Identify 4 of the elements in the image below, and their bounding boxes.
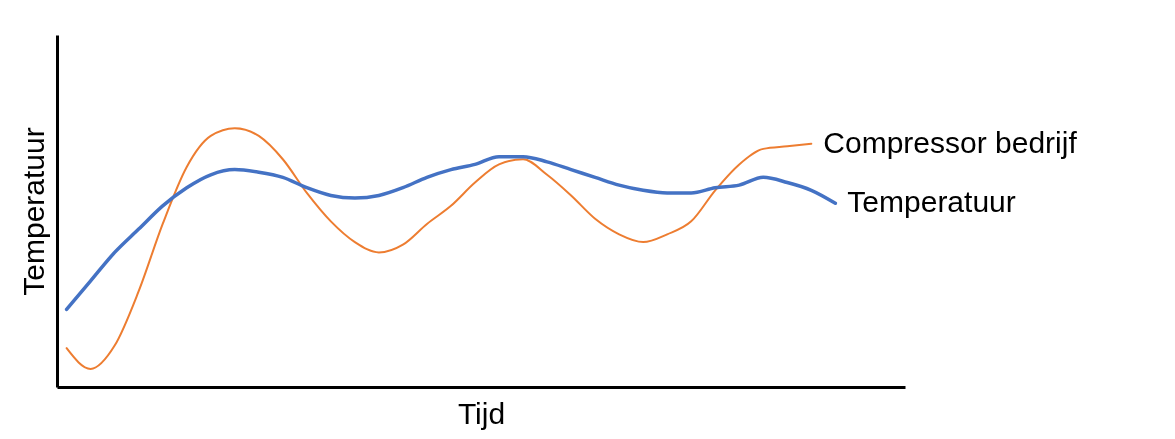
- y-axis-title: Temperatuur: [16, 127, 50, 296]
- series-label: Temperatuur: [847, 185, 1016, 219]
- series-label: Compressor bedrijf: [823, 125, 1078, 159]
- x-axis-title: Tijd: [457, 396, 506, 430]
